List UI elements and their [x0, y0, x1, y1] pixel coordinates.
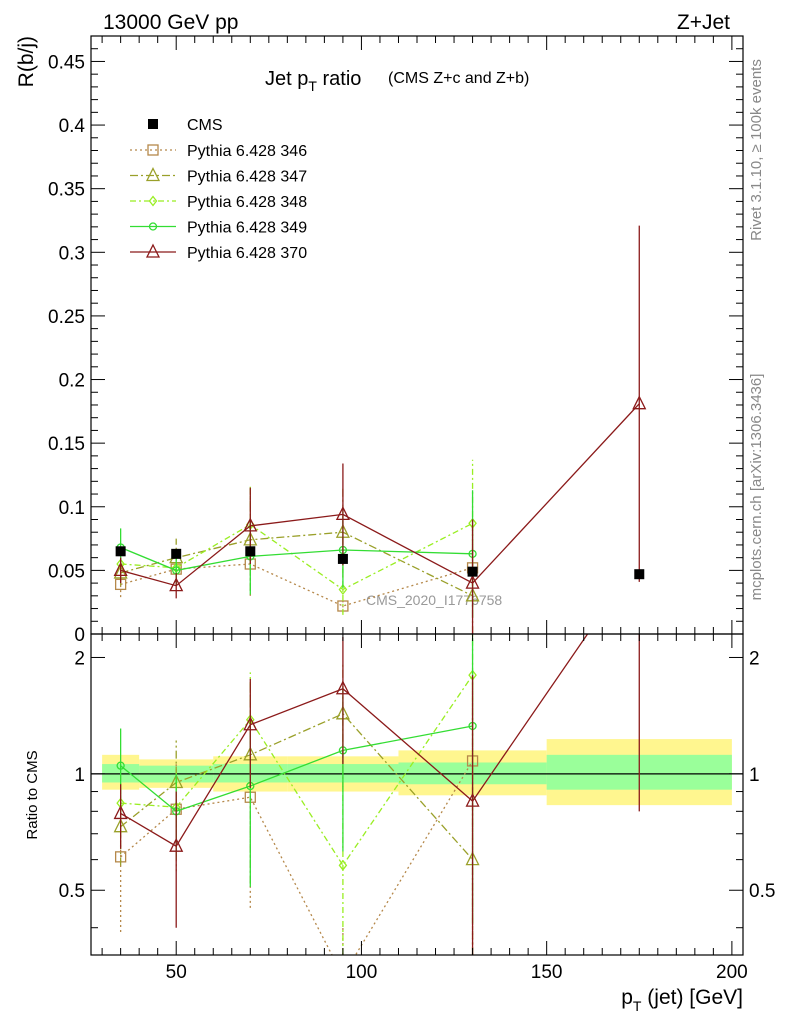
x-axis-label-sub: T	[633, 998, 642, 1014]
top-y-tick-label: 0.45	[48, 52, 85, 73]
ratio-point	[113, 804, 128, 820]
ratio-y-tick-label-left: 2	[74, 648, 85, 669]
top-y-tick-label: 0	[74, 625, 85, 646]
rivet-version-label: Rivet 3.1.10, ≥ 100k events	[748, 59, 765, 241]
x-tick-label: 150	[531, 962, 563, 983]
legend-marker-cms	[148, 119, 158, 129]
ratio-point	[243, 716, 258, 731]
top-y-tick-label: 0.3	[59, 243, 85, 264]
legend-label: Pythia 6.428 348	[187, 194, 307, 211]
top-point	[113, 561, 128, 577]
chart-subtitle: (CMS Z+c and Z+b)	[388, 70, 529, 87]
legend-marker	[147, 144, 159, 156]
header-collision-label: 13000 GeV pp	[103, 11, 238, 34]
top-point	[169, 577, 184, 592]
top-point	[632, 395, 647, 410]
legend-marker	[148, 222, 158, 231]
ratio-point	[169, 837, 184, 852]
ratio-point	[338, 859, 348, 871]
ratio-y-axis-label: Ratio to CMS	[24, 750, 41, 839]
data-point	[245, 546, 256, 557]
ratio-point	[116, 761, 125, 770]
ratio-y-tick-label-right: 1	[749, 765, 760, 786]
ratio-plot-panel: 50 100 150 200 0.5 0.5 1 1 2 2 Ratio to CMS pT (jet…	[24, 633, 775, 1014]
legend-label: Pythia 6.428 346	[187, 143, 307, 160]
main-plot-panel: 0 0.05 0.1 0.15 0.2 0.25 0.3 0.35 0.4 0.45 R(b/j) J…	[15, 35, 744, 646]
top-point	[465, 574, 480, 589]
legend-marker	[148, 195, 158, 207]
ratio-y-tick-label-right: 0.5	[749, 881, 775, 902]
ratio-series-346	[114, 672, 479, 955]
top-y-tick-label: 0.4	[59, 116, 86, 137]
chart-title-sub: T	[308, 78, 317, 94]
legend: CMS Pythia 6.428 346 Pythia 6.428 347 Pythi…	[130, 117, 307, 262]
top-y-tick-label: 0.2	[59, 371, 85, 392]
top-point	[335, 505, 350, 521]
legend-label-cms: CMS	[187, 117, 223, 134]
ratio-y-tick-label-left: 1	[74, 765, 85, 786]
ratio-point	[465, 792, 480, 807]
data-point	[337, 553, 348, 564]
x-axis-label: pT (jet) [GeV]	[621, 986, 743, 1014]
data-point	[467, 566, 478, 577]
top-point	[338, 583, 348, 596]
top-series-347	[113, 487, 480, 634]
x-axis-label-main: p	[621, 986, 633, 1009]
chart-title-tail: ratio	[317, 68, 361, 90]
analysis-watermark: CMS_2020_I1776758	[366, 592, 502, 608]
x-tick-label: 50	[166, 962, 187, 983]
ratio-point	[335, 680, 350, 695]
x-tick-label: 200	[716, 962, 748, 983]
x-axis-label-tail: (jet) [GeV]	[641, 986, 743, 1009]
top-y-tick-label: 0.15	[48, 434, 85, 455]
top-series-370	[113, 225, 647, 634]
top-point	[243, 517, 258, 532]
legend-label: Pythia 6.428 370	[187, 245, 307, 262]
ratio-series-line	[120, 634, 589, 848]
top-y-axis-label: R(b/j)	[15, 36, 38, 87]
legend-label: Pythia 6.428 347	[187, 169, 307, 186]
x-tick-label: 100	[346, 962, 378, 983]
header-process-label: Z+Jet	[677, 11, 730, 34]
bottom-frame	[90, 633, 744, 956]
mcplots-source-label: mcplots.cern.ch [arXiv:1306.3436]	[748, 374, 765, 601]
legend-label: Pythia 6.428 349	[187, 220, 307, 237]
ratio-y-tick-label-right: 2	[749, 648, 760, 669]
data-point	[115, 546, 126, 557]
chart-title-main: Jet p	[265, 68, 308, 90]
ratio-series-347	[113, 661, 480, 955]
data-point	[171, 548, 182, 559]
ratio-series-370	[113, 634, 640, 955]
top-series-line	[120, 403, 640, 587]
legend-marker	[145, 167, 161, 182]
top-y-tick-label: 0.25	[48, 307, 85, 328]
chart-title: Jet pT ratio	[265, 68, 361, 94]
ratio-y-tick-label-left: 0.5	[59, 881, 85, 902]
uncertainty-bands	[102, 739, 732, 806]
data-point	[634, 569, 645, 580]
legend-marker	[145, 243, 161, 258]
top-y-tick-label: 0.1	[59, 498, 85, 519]
top-y-tick-label: 0.05	[48, 561, 85, 582]
top-y-tick-label: 0.35	[48, 180, 85, 201]
